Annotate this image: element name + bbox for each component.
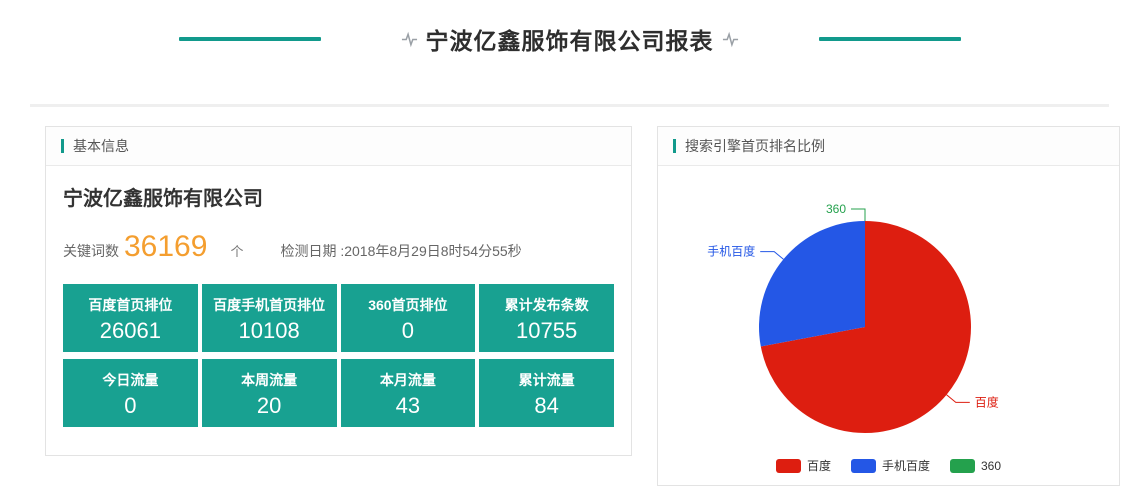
legend-label: 360 bbox=[981, 458, 1002, 473]
keyword-count: 36169 bbox=[124, 230, 208, 263]
ranking-ratio-panel-header: 搜索引擎首页排名比例 bbox=[658, 127, 1119, 166]
check-date-value: 2018年8月29日8时54分55秒 bbox=[344, 243, 522, 259]
keyword-label: 关键词数 bbox=[63, 243, 119, 259]
pie-label-line-1 bbox=[760, 251, 784, 260]
ranking-ratio-panel-title: 搜索引擎首页排名比例 bbox=[685, 138, 825, 154]
accent-bar-icon bbox=[61, 139, 64, 153]
pie-chart-svg: 百度 手机百度 360 bbox=[707, 202, 999, 433]
pie-label-0: 百度 bbox=[975, 394, 999, 409]
legend-swatch-mobile-baidu bbox=[850, 458, 876, 473]
stat-label: 百度首页排位 bbox=[88, 297, 173, 313]
stat-label: 累计流量 bbox=[518, 372, 575, 388]
legend-swatch-360 bbox=[950, 458, 975, 473]
legend-item-360[interactable]: 360 bbox=[950, 458, 1002, 473]
stat-value: 0 bbox=[124, 393, 137, 418]
stat-box-traffic-month: 本月流量 43 bbox=[340, 359, 476, 427]
legend-label: 手机百度 bbox=[881, 459, 930, 473]
keyword-row: 关键词数 36169 个 检测日期 : 2018年8月29日8时54分55秒 bbox=[63, 232, 614, 262]
accent-bar-icon bbox=[673, 139, 676, 153]
basic-info-panel-header: 基本信息 bbox=[46, 127, 631, 166]
stat-grid: 百度首页排位 26061 百度手机首页排位 10108 360首页排位 0 累计… bbox=[63, 284, 614, 427]
stat-value: 20 bbox=[256, 393, 282, 418]
ranking-ratio-panel: 搜索引擎首页排名比例 百度 手机百度 360 百度 手机百度 360 bbox=[657, 126, 1120, 486]
stat-box-traffic-total: 累计流量 84 bbox=[479, 359, 614, 427]
legend-item-mobile-baidu[interactable]: 手机百度 bbox=[850, 457, 930, 474]
pie-label-line-2 bbox=[851, 208, 866, 221]
pulse-icon-right bbox=[722, 31, 738, 47]
stat-label: 今日流量 bbox=[102, 372, 159, 388]
stat-value: 84 bbox=[534, 393, 559, 418]
pie-slice-1[interactable] bbox=[759, 221, 865, 347]
stat-value: 10755 bbox=[516, 318, 578, 343]
basic-info-body: 宁波亿鑫服饰有限公司 关键词数 36169 个 检测日期 : 2018年8月29… bbox=[46, 166, 631, 427]
stat-box-traffic-week: 本周流量 20 bbox=[201, 359, 337, 427]
pie-label-2: 360 bbox=[826, 202, 846, 216]
page-header: 宁波亿鑫服饰有限公司报表 bbox=[0, 0, 1139, 56]
stat-value: 26061 bbox=[99, 318, 161, 343]
title-rule-right bbox=[818, 37, 961, 41]
stat-value: 0 bbox=[401, 318, 414, 343]
basic-info-panel-title: 基本信息 bbox=[73, 138, 129, 154]
stat-label: 本月流量 bbox=[379, 372, 436, 388]
stat-box-traffic-today: 今日流量 0 bbox=[63, 359, 198, 427]
basic-info-panel: 基本信息 宁波亿鑫服饰有限公司 关键词数 36169 个 检测日期 : 2018… bbox=[45, 126, 632, 456]
keyword-unit: 个 bbox=[230, 244, 244, 259]
pie-legend: 百度 手机百度 360 bbox=[658, 457, 1119, 474]
stat-label: 360首页排位 bbox=[368, 297, 448, 313]
pie-slice-0[interactable] bbox=[760, 221, 971, 433]
legend-item-baidu[interactable]: 百度 bbox=[775, 457, 831, 474]
pie-chart-area: 百度 手机百度 360 百度 手机百度 360 bbox=[658, 166, 1119, 474]
stat-box-baidu-pc-rank: 百度首页排位 26061 bbox=[63, 284, 198, 352]
stat-label: 累计发布条数 bbox=[504, 297, 589, 313]
pie-label-line-0 bbox=[946, 394, 970, 403]
legend-swatch-baidu bbox=[775, 458, 801, 473]
pulse-icon-left bbox=[401, 31, 417, 47]
stat-box-baidu-mobile-rank: 百度手机首页排位 10108 bbox=[201, 284, 337, 352]
stat-box-360-rank: 360首页排位 0 bbox=[340, 284, 476, 352]
content: 基本信息 宁波亿鑫服饰有限公司 关键词数 36169 个 检测日期 : 2018… bbox=[45, 126, 1139, 486]
stat-value: 43 bbox=[395, 393, 421, 418]
pie-label-1: 手机百度 bbox=[707, 244, 755, 259]
company-name: 宁波亿鑫服饰有限公司 bbox=[63, 188, 263, 210]
stat-label: 百度手机首页排位 bbox=[213, 297, 326, 313]
header-divider bbox=[30, 104, 1109, 107]
title-rule-left bbox=[178, 37, 321, 41]
page-title: 宁波亿鑫服饰有限公司报表 bbox=[425, 28, 714, 54]
legend-label: 百度 bbox=[806, 459, 831, 473]
stat-value: 10108 bbox=[238, 318, 300, 343]
stat-box-total-published: 累计发布条数 10755 bbox=[479, 284, 614, 352]
stat-label: 本周流量 bbox=[241, 372, 298, 388]
title-group: 宁波亿鑫服饰有限公司报表 bbox=[393, 22, 747, 56]
check-date-label: 检测日期 : bbox=[280, 243, 345, 259]
